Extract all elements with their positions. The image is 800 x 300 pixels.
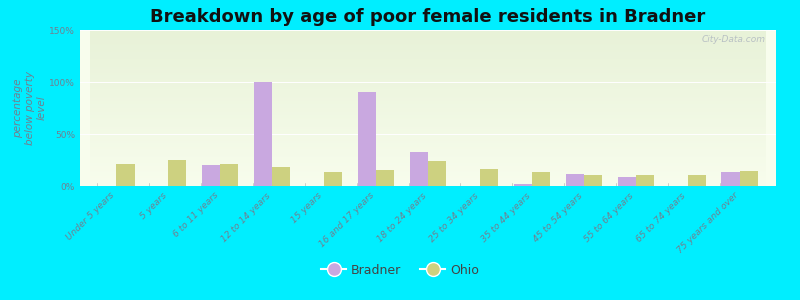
Bar: [480, 169, 498, 186]
Bar: [688, 175, 706, 186]
Bar: [618, 177, 636, 186]
Y-axis label: percentage
below poverty
level: percentage below poverty level: [14, 71, 46, 145]
Bar: [636, 175, 654, 186]
Bar: [722, 172, 740, 186]
Bar: [566, 173, 584, 186]
Legend: Bradner, Ohio: Bradner, Ohio: [316, 259, 484, 281]
Bar: [514, 184, 532, 186]
Title: Breakdown by age of poor female residents in Bradner: Breakdown by age of poor female resident…: [150, 8, 706, 26]
Bar: [584, 175, 602, 186]
Bar: [740, 171, 758, 186]
Bar: [358, 92, 376, 186]
Bar: [254, 82, 272, 186]
Bar: [272, 167, 290, 186]
Bar: [116, 164, 134, 186]
Bar: [324, 172, 342, 186]
Bar: [428, 161, 446, 186]
Text: City-Data.com: City-Data.com: [702, 35, 766, 44]
Bar: [202, 165, 220, 186]
Bar: [376, 170, 394, 186]
Bar: [410, 152, 428, 186]
Bar: [220, 164, 238, 186]
Bar: [532, 172, 550, 186]
Bar: [168, 160, 186, 186]
